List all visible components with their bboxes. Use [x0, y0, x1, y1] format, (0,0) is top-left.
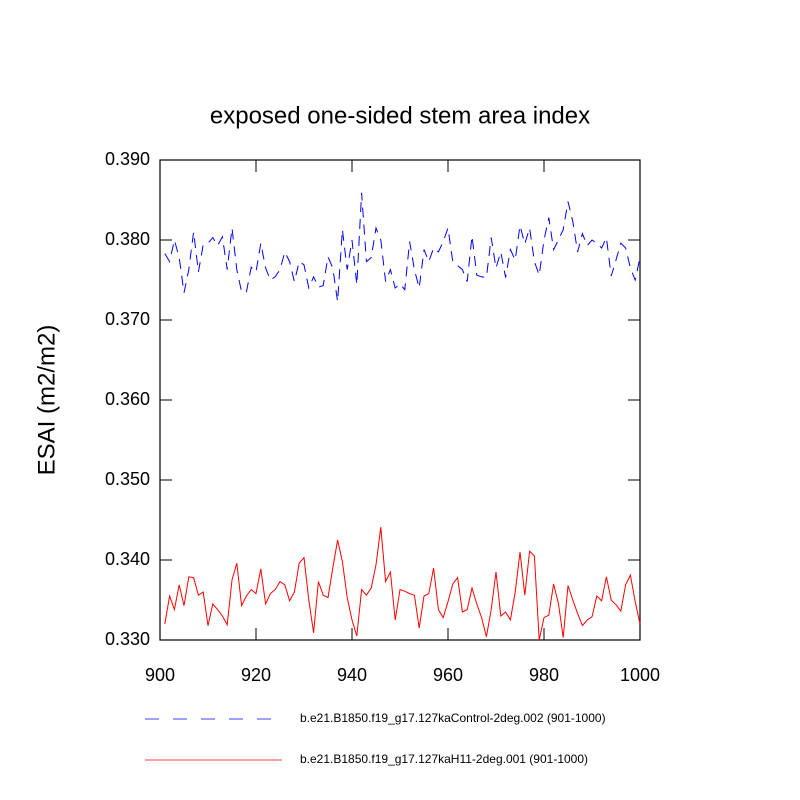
x-tick-label: 920 — [241, 665, 271, 685]
x-tick-label: 900 — [145, 665, 175, 685]
x-tick-label: 980 — [529, 665, 559, 685]
chart-title: exposed one-sided stem area index — [210, 102, 590, 129]
x-tick-label: 960 — [433, 665, 463, 685]
legend-label: b.e21.B1850.f19_g17.127kaH11-2deg.001 (9… — [300, 752, 588, 766]
y-tick-label: 0.390 — [105, 149, 150, 169]
y-tick-label: 0.350 — [105, 469, 150, 489]
y-tick-label: 0.360 — [105, 389, 150, 409]
y-tick-label: 0.330 — [105, 629, 150, 649]
x-tick-label: 940 — [337, 665, 367, 685]
series-line — [164, 192, 641, 302]
x-tick-label: 1000 — [620, 665, 660, 685]
series-line — [164, 527, 641, 641]
y-tick-label: 0.380 — [105, 229, 150, 249]
y-tick-label: 0.340 — [105, 549, 150, 569]
y-tick-label: 0.370 — [105, 309, 150, 329]
legend-label: b.e21.B1850.f19_g17.127kaControl-2deg.00… — [300, 711, 606, 725]
y-axis-label: ESAI (m2/m2) — [33, 325, 60, 476]
